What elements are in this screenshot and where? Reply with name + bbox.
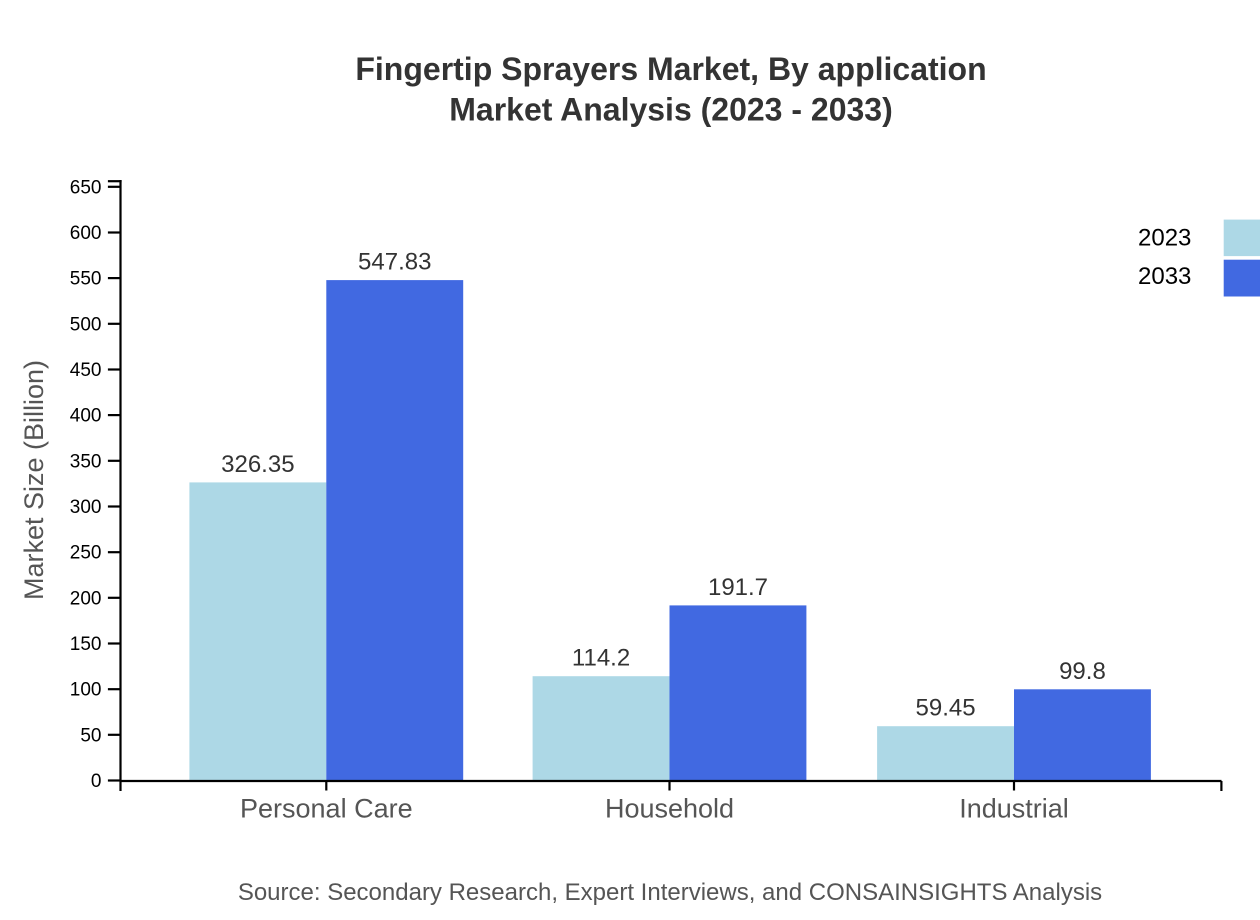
svg-text:300: 300 (70, 497, 102, 518)
svg-text:Personal Care: Personal Care (240, 794, 413, 824)
svg-text:550: 550 (70, 269, 102, 290)
svg-text:450: 450 (70, 360, 102, 381)
svg-text:600: 600 (70, 223, 102, 244)
svg-text:Household: Household (605, 794, 734, 824)
svg-text:Market Analysis (2023 - 2033): Market Analysis (2023 - 2033) (449, 91, 893, 127)
svg-text:Fingertip Sprayers Market, By: Fingertip Sprayers Market, By applicatio… (355, 51, 986, 87)
svg-text:99.8: 99.8 (1059, 658, 1106, 685)
svg-text:350: 350 (70, 451, 102, 472)
svg-text:114.2: 114.2 (572, 645, 630, 672)
svg-text:50: 50 (80, 725, 101, 746)
svg-text:326.35: 326.35 (221, 451, 294, 478)
svg-text:Industrial: Industrial (959, 794, 1069, 824)
svg-text:250: 250 (70, 543, 102, 564)
svg-text:547.83: 547.83 (358, 249, 431, 276)
svg-text:0: 0 (91, 771, 102, 792)
svg-text:191.7: 191.7 (708, 574, 768, 601)
svg-text:100: 100 (70, 680, 102, 701)
svg-text:650: 650 (70, 177, 102, 198)
svg-text:Market Size (Billion): Market Size (Billion) (19, 360, 49, 600)
svg-text:Source: Secondary Research, Ex: Source: Secondary Research, Expert Inter… (238, 879, 1102, 906)
svg-text:400: 400 (70, 406, 102, 427)
svg-text:500: 500 (70, 314, 102, 335)
svg-text:150: 150 (70, 634, 102, 655)
svg-text:200: 200 (70, 588, 102, 609)
svg-text:2023: 2023 (1138, 225, 1191, 252)
svg-text:2033: 2033 (1138, 263, 1191, 290)
svg-text:59.45: 59.45 (916, 695, 976, 722)
